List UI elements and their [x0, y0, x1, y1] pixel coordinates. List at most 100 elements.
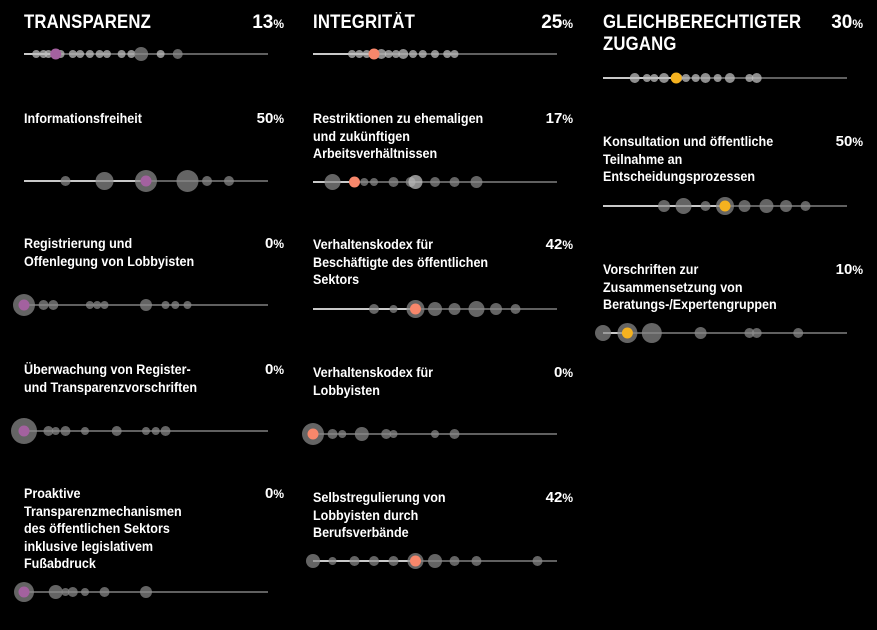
percent-sign: % — [273, 487, 284, 501]
country-dot — [140, 299, 152, 311]
country-dot — [327, 429, 338, 439]
country-dot — [102, 50, 111, 58]
country-dot — [51, 427, 60, 435]
highlight-dot — [670, 72, 682, 84]
country-dot — [360, 178, 369, 186]
indicator-percent-value: 50 — [256, 110, 274, 127]
highlight-dot — [368, 48, 380, 60]
country-dot — [100, 301, 109, 309]
country-dot — [391, 50, 400, 58]
indicator-percent-value: 42 — [545, 236, 563, 253]
country-dot — [156, 50, 165, 58]
country-dot — [691, 74, 700, 82]
country-dot — [161, 301, 170, 309]
category-percent-value: 25 — [541, 12, 563, 33]
country-dot — [490, 303, 502, 315]
indicator-title: Konsultation und öffentliche Teilnahme a… — [603, 134, 774, 184]
country-dot — [450, 50, 459, 58]
indicator-title: Verhaltenskodex für Lobbyisten — [313, 365, 434, 398]
country-dot — [713, 74, 722, 82]
country-dot — [448, 303, 461, 315]
country-dot — [160, 426, 171, 436]
indicator-percent: 0% — [554, 364, 573, 382]
country-dot — [324, 174, 341, 190]
country-dot — [348, 50, 357, 58]
country-dot — [306, 554, 320, 568]
indicator-title: Überwachung von Register- und Transparen… — [24, 362, 198, 395]
country-dot — [681, 74, 690, 82]
country-dot — [328, 557, 337, 565]
country-dot — [202, 176, 212, 186]
country-dot — [85, 301, 94, 309]
indicator-percent-value: 17 — [545, 110, 563, 127]
country-dot — [61, 588, 70, 596]
country-dot — [389, 430, 398, 438]
country-dot — [60, 176, 71, 186]
country-dot — [449, 177, 460, 187]
country-dot — [176, 170, 199, 192]
country-dot — [659, 73, 669, 83]
category-title: TRANSPARENZ — [24, 12, 152, 33]
indicator-title: Selbstregulierung von Lobbyisten durch B… — [313, 490, 446, 540]
dot-strip-verhaltenskodex-lobbyisten — [302, 423, 557, 445]
country-dot — [629, 73, 640, 83]
country-dot — [68, 50, 77, 58]
country-dot — [349, 556, 360, 566]
country-dot — [428, 554, 442, 568]
percent-sign: % — [273, 363, 284, 377]
country-dot — [117, 50, 126, 58]
dot-strip-integritaet — [313, 48, 557, 60]
percent-sign: % — [562, 17, 573, 31]
country-dot — [384, 50, 393, 58]
country-dot — [389, 305, 398, 313]
country-dot — [369, 556, 379, 566]
column-transparenz: TRANSPARENZ 13% Informationsfreiheit 50%… — [11, 0, 284, 630]
indicator-percent: 0% — [265, 361, 284, 379]
country-dot — [738, 200, 751, 212]
country-dot — [355, 50, 364, 58]
highlight-dot — [50, 48, 62, 60]
country-dot — [48, 300, 59, 310]
indicator-title: Restriktionen zu ehemaligen und zukünfti… — [313, 111, 484, 161]
country-dot — [443, 50, 452, 58]
country-dot — [398, 49, 409, 59]
country-dot — [95, 50, 104, 58]
country-dot — [388, 556, 399, 566]
percent-sign: % — [852, 263, 863, 277]
dot-strip-konsultation — [603, 197, 847, 215]
dot-strip-transparenz — [24, 47, 268, 61]
country-dot — [431, 50, 439, 58]
country-dot — [85, 50, 94, 58]
country-dot — [793, 328, 804, 338]
country-dot — [650, 74, 659, 82]
country-dot — [95, 172, 114, 190]
indicator-percent: 0% — [265, 485, 284, 503]
country-dot — [99, 587, 110, 597]
country-dot — [510, 304, 521, 314]
country-dot — [60, 426, 71, 436]
indicator-percent-value: 10 — [835, 261, 853, 278]
country-dot — [44, 50, 53, 58]
country-dot — [430, 177, 440, 187]
country-dot — [658, 200, 670, 212]
country-dot — [93, 301, 102, 309]
indicator-percent: 42% — [546, 489, 573, 507]
country-dot — [751, 328, 762, 338]
percent-sign: % — [852, 17, 863, 31]
country-dot — [76, 50, 85, 58]
country-dot — [780, 200, 792, 212]
country-dot — [134, 47, 149, 61]
country-dot — [32, 50, 41, 58]
percent-sign: % — [273, 112, 284, 126]
indicator-percent-value: 50 — [835, 133, 853, 150]
highlight-dot — [621, 327, 633, 339]
country-dot — [362, 50, 371, 58]
category-percent: 13% — [252, 12, 284, 35]
column-zugang: GLEICHBERECHTIGTER ZUGANG 30% Konsultati… — [595, 0, 863, 630]
country-dot — [724, 73, 735, 83]
country-dot — [751, 73, 762, 83]
percent-sign: % — [562, 491, 573, 505]
dot-strip-proaktive — [14, 582, 268, 602]
country-dot — [127, 50, 136, 58]
country-dot — [800, 201, 811, 211]
